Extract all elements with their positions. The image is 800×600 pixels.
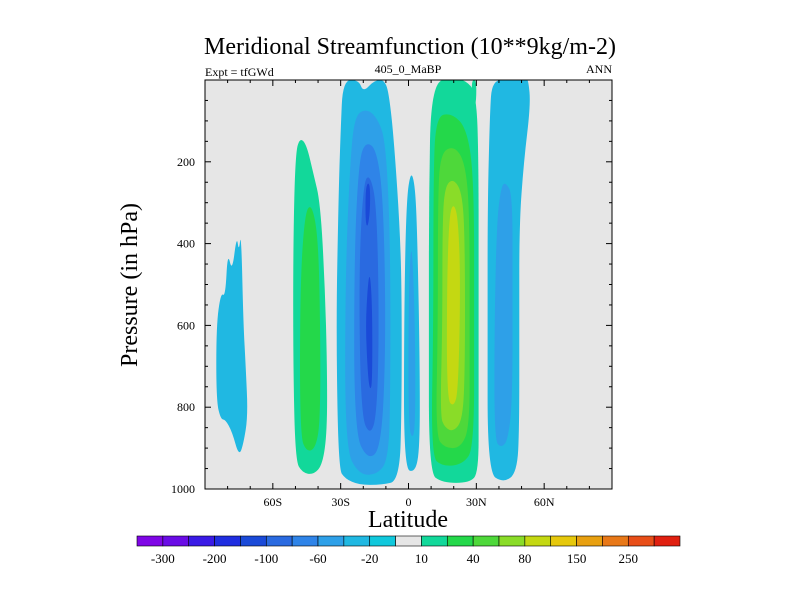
colorbar: -300 -200 -100 -60 -20 10 40 80 150 250 [136, 535, 681, 566]
x-tick-label: 60S [263, 495, 282, 509]
colorbar-label: -300 [151, 551, 175, 566]
colorbar-swatch [214, 535, 241, 547]
contour-nh-ferrel-inner [494, 183, 513, 447]
colorbar-swatch [550, 535, 577, 547]
colorbar-swatch [291, 535, 319, 547]
contour-equatorial-small-cell-inner [408, 251, 416, 437]
colorbar-swatch [395, 535, 422, 547]
colorbar-label: -20 [361, 551, 378, 566]
x-tick-label: 30S [331, 495, 350, 509]
colorbar-swatch [472, 535, 500, 547]
colorbar-swatch [653, 535, 681, 547]
colorbar-swatch [602, 535, 629, 547]
colorbar-label: 80 [518, 551, 531, 566]
x-axis-label: Latitude [368, 507, 448, 533]
y-tick-label: 200 [177, 155, 195, 169]
colorbar-swatch [343, 535, 371, 547]
y-tick-label: 800 [177, 400, 195, 414]
x-tick-label: 30N [466, 495, 487, 509]
contour-hadley-sh-core-lower [366, 276, 373, 389]
y-tick-label: 1000 [171, 482, 195, 496]
contour-nh-top-wisp [471, 80, 477, 107]
contour-regions [216, 80, 530, 485]
colorbar-label: 10 [415, 551, 428, 566]
contour-hadley-sh-core-upper [365, 183, 371, 226]
y-tick-label: 600 [177, 318, 195, 332]
colorbar-swatch [369, 535, 396, 547]
experiment-label: Expt = tfGWd [205, 65, 274, 79]
period-label: 405_0_MaBP [375, 62, 442, 76]
colorbar-swatch [188, 535, 215, 547]
colorbar-label: 40 [467, 551, 480, 566]
colorbar-swatch [576, 535, 603, 547]
colorbar-swatch [162, 535, 190, 547]
colorbar-label: -200 [203, 551, 227, 566]
plot-area: 60S 30S 0 30N 60N 200 400 600 800 1000 [171, 79, 613, 509]
colorbar-swatch [421, 535, 448, 547]
contour-hadley-nh-core [446, 206, 460, 405]
colorbar-label: -60 [309, 551, 326, 566]
colorbar-label: 150 [567, 551, 587, 566]
season-label: ANN [586, 62, 612, 76]
colorbar-swatch [265, 535, 293, 547]
colorbar-swatch [627, 535, 655, 547]
contour-sh-polar-cell [216, 239, 248, 453]
y-axis-ticks: 200 400 600 800 1000 [171, 79, 612, 496]
colorbar-label: -100 [254, 551, 278, 566]
colorbar-swatch [136, 535, 164, 547]
y-tick-label: 400 [177, 237, 195, 251]
x-axis-ticks: 60S 30S 0 30N 60N [204, 80, 613, 509]
x-tick-label: 60N [534, 495, 555, 509]
x-tick-label: 0 [406, 495, 412, 509]
contour-sh-ferrel-core [300, 207, 321, 451]
y-axis-label: Pressure (in hPa) [117, 203, 143, 367]
colorbar-swatch [524, 535, 552, 547]
colorbar-swatch [317, 535, 345, 547]
colorbar-swatch [498, 535, 526, 547]
colorbar-swatch [240, 535, 267, 547]
colorbar-swatch [446, 535, 474, 547]
colorbar-label: 250 [619, 551, 639, 566]
chart-title: Meridional Streamfunction (10**9kg/m-2) [204, 34, 616, 60]
